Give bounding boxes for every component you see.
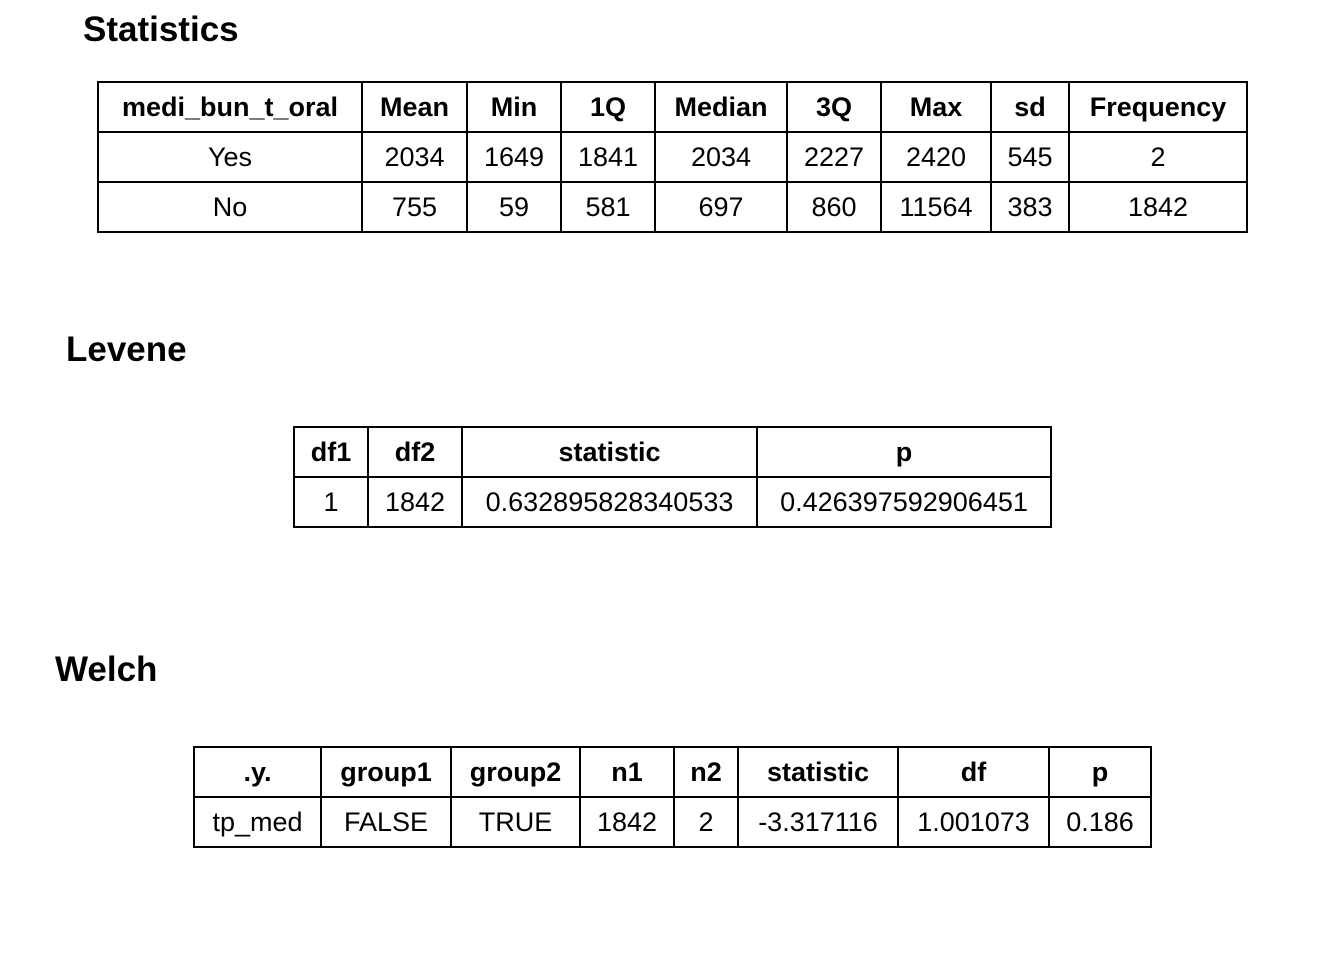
table-cell: 1842	[367, 476, 463, 528]
table-cell: tp_med	[193, 796, 322, 848]
table-cell: 2034	[361, 131, 468, 183]
table-cell: No	[97, 181, 363, 233]
table-cell: 2420	[880, 131, 992, 183]
header-row: df1 df2 statistic p	[293, 426, 1052, 478]
column-header: df1	[293, 426, 369, 478]
table-cell: 755	[361, 181, 468, 233]
column-header: Mean	[361, 81, 468, 133]
column-header: sd	[990, 81, 1070, 133]
table-cell: 860	[786, 181, 882, 233]
table-cell: 11564	[880, 181, 992, 233]
statistics-table: medi_bun_t_oral Mean Min 1Q Median 3Q Max sd Fre…	[97, 81, 1248, 233]
table-row: Yes 2034 1649 1841 2034 2227 2420 545 2	[97, 131, 1248, 183]
column-header: statistic	[737, 746, 899, 798]
table-cell: 2	[673, 796, 739, 848]
table-cell: 1842	[579, 796, 675, 848]
levene-table: df1 df2 statistic p 1 1842 0.632895828340533 0.…	[293, 426, 1052, 528]
table-cell: 2034	[654, 131, 788, 183]
column-header: medi_bun_t_oral	[97, 81, 363, 133]
table-row: 1 1842 0.632895828340533 0.426397592906451	[293, 476, 1052, 528]
table-cell: 0.186	[1048, 796, 1152, 848]
table-cell: FALSE	[320, 796, 452, 848]
column-header: df	[897, 746, 1050, 798]
column-header: Frequency	[1068, 81, 1248, 133]
table-cell: 697	[654, 181, 788, 233]
column-header: p	[756, 426, 1052, 478]
table-cell: Yes	[97, 131, 363, 183]
table-cell: 2227	[786, 131, 882, 183]
table-cell: 0.426397592906451	[756, 476, 1052, 528]
table-row: tp_med FALSE TRUE 1842 2 -3.317116 1.001073 0.1…	[193, 796, 1152, 848]
table-cell: 59	[466, 181, 562, 233]
levene-title: Levene	[66, 330, 187, 369]
table-cell: 1842	[1068, 181, 1248, 233]
column-header: group1	[320, 746, 452, 798]
table-cell: TRUE	[450, 796, 581, 848]
table-cell: 0.632895828340533	[461, 476, 758, 528]
table-cell: -3.317116	[737, 796, 899, 848]
column-header: 3Q	[786, 81, 882, 133]
column-header: .y.	[193, 746, 322, 798]
table-cell: 1.001073	[897, 796, 1050, 848]
column-header: Min	[466, 81, 562, 133]
table-cell: 1649	[466, 131, 562, 183]
header-row: medi_bun_t_oral Mean Min 1Q Median 3Q Max sd Fre…	[97, 81, 1248, 133]
table-cell: 1841	[560, 131, 656, 183]
column-header: Median	[654, 81, 788, 133]
column-header: 1Q	[560, 81, 656, 133]
table-cell: 2	[1068, 131, 1248, 183]
column-header: statistic	[461, 426, 758, 478]
table-cell: 545	[990, 131, 1070, 183]
welch-table: .y. group1 group2 n1 n2 statistic df p tp_med FAL…	[193, 746, 1152, 848]
table-cell: 581	[560, 181, 656, 233]
column-header: n2	[673, 746, 739, 798]
welch-title: Welch	[55, 650, 158, 689]
header-row: .y. group1 group2 n1 n2 statistic df p	[193, 746, 1152, 798]
statistics-title: Statistics	[83, 10, 239, 49]
column-header: Max	[880, 81, 992, 133]
column-header: p	[1048, 746, 1152, 798]
column-header: group2	[450, 746, 581, 798]
column-header: n1	[579, 746, 675, 798]
table-cell: 1	[293, 476, 369, 528]
column-header: df2	[367, 426, 463, 478]
table-cell: 383	[990, 181, 1070, 233]
table-row: No 755 59 581 697 860 11564 383 1842	[97, 181, 1248, 233]
